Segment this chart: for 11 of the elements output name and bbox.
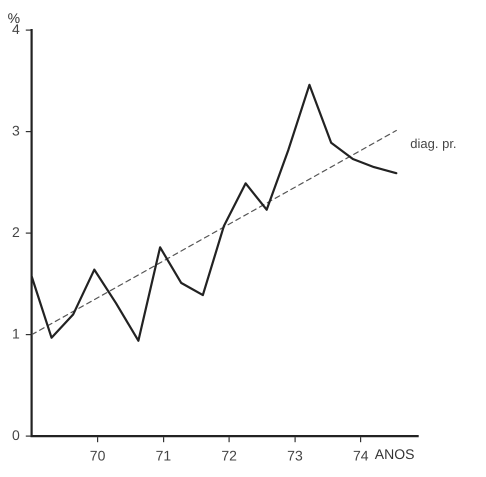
x-tick-label: 72: [221, 447, 238, 464]
x-tick-label: 70: [90, 447, 106, 464]
y-tick-label: 1: [12, 326, 20, 342]
x-axis-title: ANOS: [374, 446, 414, 462]
x-tick-label: 71: [156, 447, 172, 464]
x-tick-label: 74: [352, 447, 369, 464]
y-tick-label: 0: [12, 427, 20, 444]
y-tick-label: 3: [12, 122, 20, 138]
y-tick-label: 2: [12, 224, 20, 240]
series-label: diag. pr.: [410, 136, 457, 152]
x-tick-label: 73: [287, 447, 303, 464]
